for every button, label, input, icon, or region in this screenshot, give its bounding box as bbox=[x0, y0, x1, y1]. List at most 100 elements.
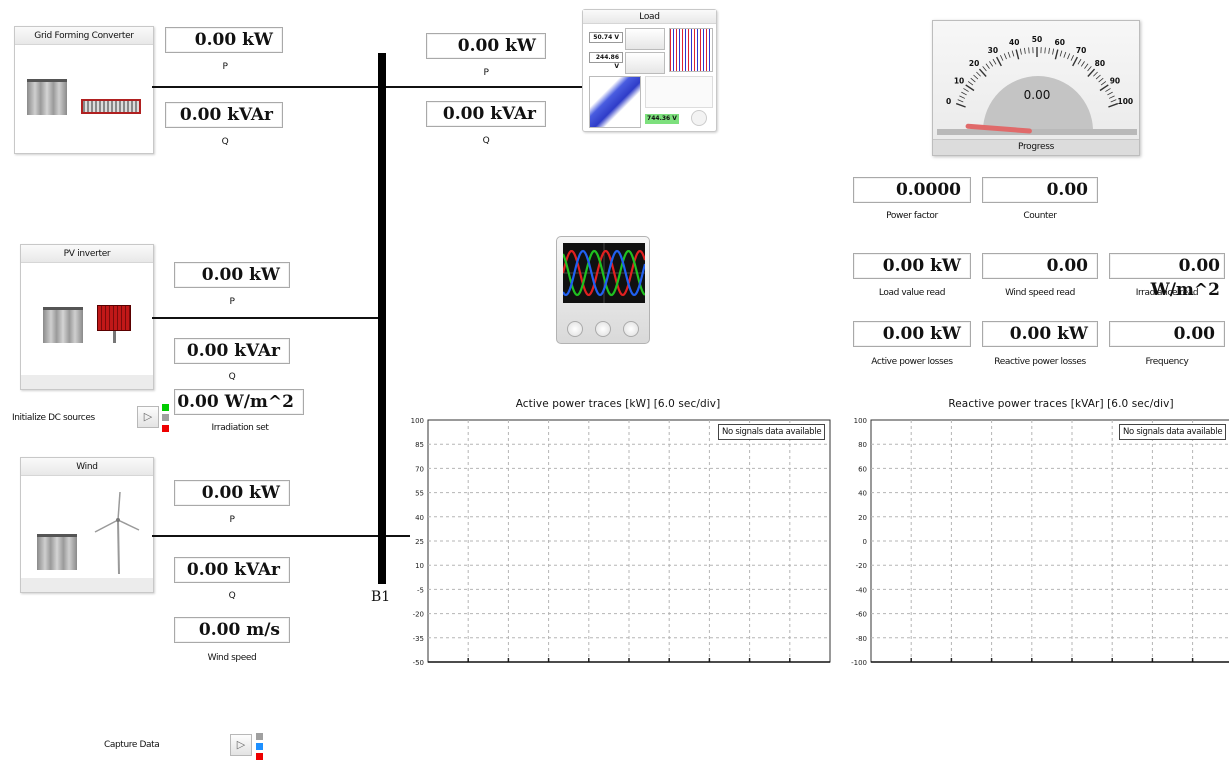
scope-knob-1-icon bbox=[567, 321, 583, 337]
load-thumb-meter-icon bbox=[625, 28, 665, 50]
gauge-tick bbox=[1024, 47, 1026, 54]
gauge-tick bbox=[963, 88, 969, 92]
gauge-tick bbox=[1011, 50, 1015, 57]
wind-speed-read: 0.00 bbox=[982, 253, 1098, 279]
gauge-tick-label: 0 bbox=[946, 97, 951, 106]
reactive-chart-plot: 100 80 60 40 20 0 -20 -40 -60 -80 -100 bbox=[851, 417, 1229, 667]
y-tick-label: -100 bbox=[851, 659, 867, 667]
gauge-tick-label: 80 bbox=[1095, 59, 1105, 68]
progress-gauge: 0 10 20 30 40 50 60 70 80 90 100 0.00 Progress bbox=[932, 20, 1140, 156]
y-tick-label: 25 bbox=[415, 538, 424, 546]
y-tick-label: 85 bbox=[415, 441, 424, 449]
grid-forming-converter-panel[interactable]: Grid Forming Converter bbox=[14, 26, 154, 154]
wind-title: Wind bbox=[21, 458, 153, 476]
gauge-needle bbox=[965, 123, 1032, 134]
gauge-tick bbox=[982, 66, 987, 72]
gfc-line bbox=[152, 86, 382, 88]
gauge-tick bbox=[967, 81, 974, 86]
capture-led-blue bbox=[256, 743, 263, 750]
scope-knob-2-icon bbox=[595, 321, 611, 337]
wind-line bbox=[152, 535, 410, 537]
gauge-tick bbox=[961, 91, 967, 96]
y-tick-label: -80 bbox=[856, 635, 867, 643]
gauge-tick bbox=[1080, 61, 1085, 67]
gauge-tick bbox=[1105, 88, 1111, 92]
pv-q-label: Q bbox=[228, 372, 236, 382]
load-title: Load bbox=[583, 10, 716, 24]
gauge-tick bbox=[1108, 95, 1115, 99]
gauge-tick-label: 10 bbox=[954, 76, 964, 85]
irradiance-read: 0.00 W/m^2 bbox=[1109, 253, 1225, 300]
gauge-tick bbox=[1077, 58, 1082, 65]
wind-speed-value: 0.00 m/s bbox=[174, 617, 290, 643]
gauge-tick bbox=[1048, 47, 1050, 54]
pv-irradiation-value: 0.00 W/m^2 bbox=[174, 389, 304, 415]
y-tick-label: -40 bbox=[856, 586, 867, 594]
init-led-red bbox=[162, 425, 169, 432]
bus-b1-label: B1 bbox=[371, 589, 391, 605]
gauge-tick-label: 90 bbox=[1110, 76, 1120, 85]
reactive-chart-title: Reactive power traces [kVAr] [6.0 sec/di… bbox=[948, 398, 1174, 410]
load-thumb-meter2-icon bbox=[625, 52, 665, 74]
gauge-tick bbox=[1093, 71, 1098, 77]
init-dc-label: Initialize DC sources bbox=[12, 413, 95, 423]
pv-q-value: 0.00 kVAr bbox=[174, 338, 290, 364]
power-factor-value: 0.0000 bbox=[853, 177, 971, 203]
gauge-tick bbox=[1099, 84, 1109, 92]
capture-data-run-button[interactable]: ▷ bbox=[230, 734, 252, 756]
bus-b1-bar bbox=[378, 53, 386, 584]
gfc-q-label: Q bbox=[221, 137, 229, 147]
gauge-tick bbox=[1087, 66, 1092, 72]
init-led-gray bbox=[162, 414, 169, 421]
gauge-tick bbox=[985, 63, 990, 69]
init-led-green bbox=[162, 404, 169, 411]
pv-inverter-panel[interactable]: PV inverter bbox=[20, 244, 154, 390]
scope-knob-3-icon bbox=[623, 321, 639, 337]
gauge-tick bbox=[1100, 81, 1107, 86]
gauge-tick bbox=[955, 102, 966, 108]
gauge-tick-label: 50 bbox=[1032, 35, 1042, 44]
gauge-tick bbox=[996, 56, 1002, 67]
power-factor-label: Power factor bbox=[886, 211, 938, 221]
y-tick-label: -60 bbox=[856, 611, 867, 619]
gauge-tick bbox=[1052, 48, 1055, 55]
gauge-value: 0.00 bbox=[1023, 88, 1051, 102]
init-dc-run-button[interactable]: ▷ bbox=[137, 406, 159, 428]
wind-p-label: P bbox=[229, 515, 235, 525]
oscilloscope-widget[interactable] bbox=[556, 236, 650, 344]
gauge-tick bbox=[1003, 53, 1007, 60]
gfc-p-label: P bbox=[222, 62, 228, 72]
load-q-value: 0.00 kVAr bbox=[426, 101, 546, 127]
load-thumb-waveform-icon bbox=[669, 28, 713, 72]
pv-p-label: P bbox=[229, 297, 235, 307]
gauge-tick bbox=[989, 61, 994, 67]
counter-value: 0.00 bbox=[982, 177, 1098, 203]
plot-area bbox=[870, 419, 1229, 663]
gauge-tick-label: 70 bbox=[1076, 46, 1086, 55]
wind-panel[interactable]: Wind bbox=[20, 457, 154, 593]
wind-q-value: 0.00 kVAr bbox=[174, 557, 290, 583]
irradiance-read-label: Irradiance read bbox=[1135, 288, 1199, 298]
y-tick-label: -50 bbox=[413, 659, 424, 667]
gauge-tick bbox=[992, 58, 997, 65]
y-tick-label: 40 bbox=[415, 514, 424, 522]
inverter-cabinet-icon bbox=[43, 307, 83, 343]
gauge-tick bbox=[1059, 50, 1063, 57]
load-panel[interactable]: Load 50.74 V 244.86 V 744.36 V bbox=[582, 9, 717, 132]
pv-irradiation-label: Irradiation set bbox=[211, 423, 269, 433]
gauge-tick bbox=[1107, 91, 1113, 96]
capture-led-red bbox=[256, 753, 263, 760]
capture-data-label: Capture Data bbox=[104, 740, 160, 750]
capture-led-gray bbox=[256, 733, 263, 740]
y-tick-label: 100 bbox=[411, 417, 424, 425]
gauge-tick bbox=[1087, 68, 1096, 77]
gauge-title: Progress bbox=[933, 139, 1139, 155]
gauge-tick bbox=[959, 95, 966, 99]
wind-speed-read-label: Wind speed read bbox=[1005, 288, 1075, 298]
solar-panel-icon bbox=[97, 305, 131, 331]
gauge-tick bbox=[1000, 55, 1004, 61]
wind-turbine-icon bbox=[94, 491, 140, 575]
active-chart-title: Active power traces [kW] [6.0 sec/div] bbox=[515, 398, 721, 410]
gauge-tick bbox=[976, 71, 981, 77]
gfc-p-value: 0.00 kW bbox=[165, 27, 283, 53]
